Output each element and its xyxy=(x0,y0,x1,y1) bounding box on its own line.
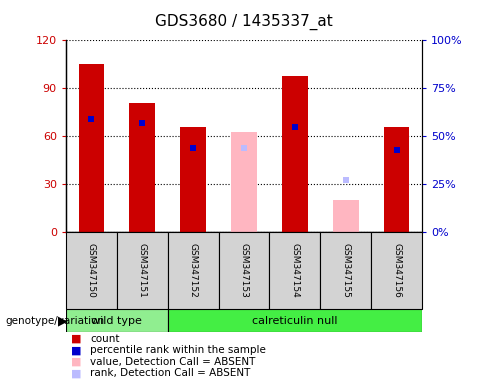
Text: GDS3680 / 1435337_at: GDS3680 / 1435337_at xyxy=(155,13,333,30)
Bar xyxy=(181,127,206,232)
Bar xyxy=(79,64,104,232)
Bar xyxy=(66,232,117,309)
Bar xyxy=(269,232,320,309)
Text: GSM347151: GSM347151 xyxy=(138,243,147,298)
Text: ■: ■ xyxy=(71,345,81,355)
Bar xyxy=(320,232,371,309)
Text: value, Detection Call = ABSENT: value, Detection Call = ABSENT xyxy=(90,357,256,367)
Bar xyxy=(117,232,168,309)
Bar xyxy=(66,309,168,332)
Bar xyxy=(231,131,257,232)
Bar xyxy=(282,76,307,232)
Bar xyxy=(168,232,219,309)
Text: ■: ■ xyxy=(71,357,81,367)
Bar xyxy=(384,127,409,232)
Text: calreticulin null: calreticulin null xyxy=(252,316,338,326)
Text: ■: ■ xyxy=(71,334,81,344)
Bar xyxy=(333,200,359,232)
Text: ▶: ▶ xyxy=(58,314,67,327)
Text: GSM347156: GSM347156 xyxy=(392,243,401,298)
Text: ■: ■ xyxy=(71,368,81,378)
Bar xyxy=(219,232,269,309)
Bar xyxy=(168,309,422,332)
Text: GSM347153: GSM347153 xyxy=(240,243,248,298)
Text: genotype/variation: genotype/variation xyxy=(5,316,104,326)
Text: GSM347155: GSM347155 xyxy=(341,243,350,298)
Text: wild type: wild type xyxy=(91,316,142,326)
Bar xyxy=(129,103,155,232)
Text: percentile rank within the sample: percentile rank within the sample xyxy=(90,345,266,355)
Text: GSM347154: GSM347154 xyxy=(290,243,300,298)
Text: GSM347152: GSM347152 xyxy=(188,243,198,298)
Bar xyxy=(371,232,422,309)
Text: count: count xyxy=(90,334,120,344)
Text: GSM347150: GSM347150 xyxy=(87,243,96,298)
Text: rank, Detection Call = ABSENT: rank, Detection Call = ABSENT xyxy=(90,368,251,378)
